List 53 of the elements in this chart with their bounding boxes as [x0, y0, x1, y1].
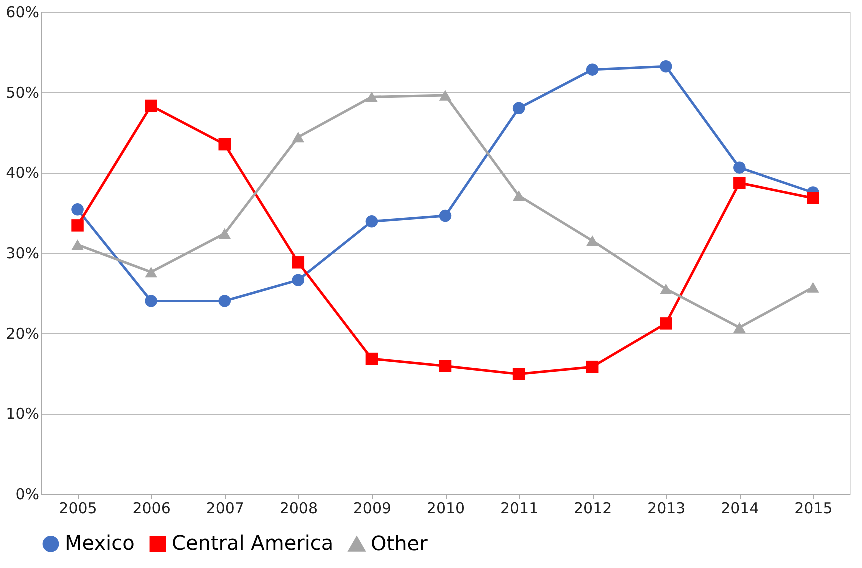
y-tick-label: 20% [6, 324, 40, 343]
point [72, 240, 84, 250]
point [734, 162, 746, 174]
point [660, 318, 672, 330]
point [807, 282, 820, 293]
point [145, 295, 158, 308]
point [734, 322, 746, 334]
point [807, 192, 820, 204]
point [72, 220, 84, 232]
point [439, 210, 452, 222]
y-tick-label: 10% [6, 405, 40, 424]
point [218, 295, 231, 308]
x-tick-label: 2006 [132, 500, 171, 518]
point [586, 64, 599, 76]
x-tick-label: 2014 [721, 500, 760, 518]
point [366, 216, 378, 228]
point [660, 284, 672, 294]
point [512, 190, 526, 202]
point [72, 204, 84, 216]
point [366, 92, 378, 102]
legend-label: Central America [172, 531, 334, 556]
y-tick-label: 30% [6, 244, 40, 262]
legend-label: Mexico [65, 531, 135, 556]
x-tick-label: 2013 [648, 500, 686, 518]
point [734, 176, 746, 190]
x-tick-label: 2007 [206, 500, 244, 518]
point [439, 90, 452, 101]
point [218, 228, 231, 240]
point [439, 360, 452, 372]
x-tick-label: 2008 [280, 500, 318, 518]
point [145, 266, 158, 278]
x-tick-label: 2015 [794, 500, 833, 518]
point [145, 100, 158, 112]
x-tick-label: 2005 [59, 500, 98, 518]
y-tick-label: 40% [6, 164, 40, 182]
legend-label: Other [371, 532, 429, 556]
point [512, 368, 526, 380]
x-tick-label: 2012 [574, 500, 612, 518]
point [218, 138, 231, 151]
point [586, 360, 599, 374]
point [292, 256, 305, 269]
x-tick-label: 2009 [353, 500, 392, 518]
point [512, 102, 526, 115]
y-tick-label: 60% [6, 4, 40, 22]
y-tick-label: 0% [16, 486, 40, 504]
point [586, 236, 599, 246]
point [660, 60, 672, 73]
point [366, 352, 378, 366]
point [292, 132, 305, 143]
x-tick-label: 2011 [500, 500, 539, 518]
x-tick-label: 2010 [426, 500, 466, 518]
point [292, 274, 305, 286]
y-tick-label: 50% [6, 84, 40, 102]
